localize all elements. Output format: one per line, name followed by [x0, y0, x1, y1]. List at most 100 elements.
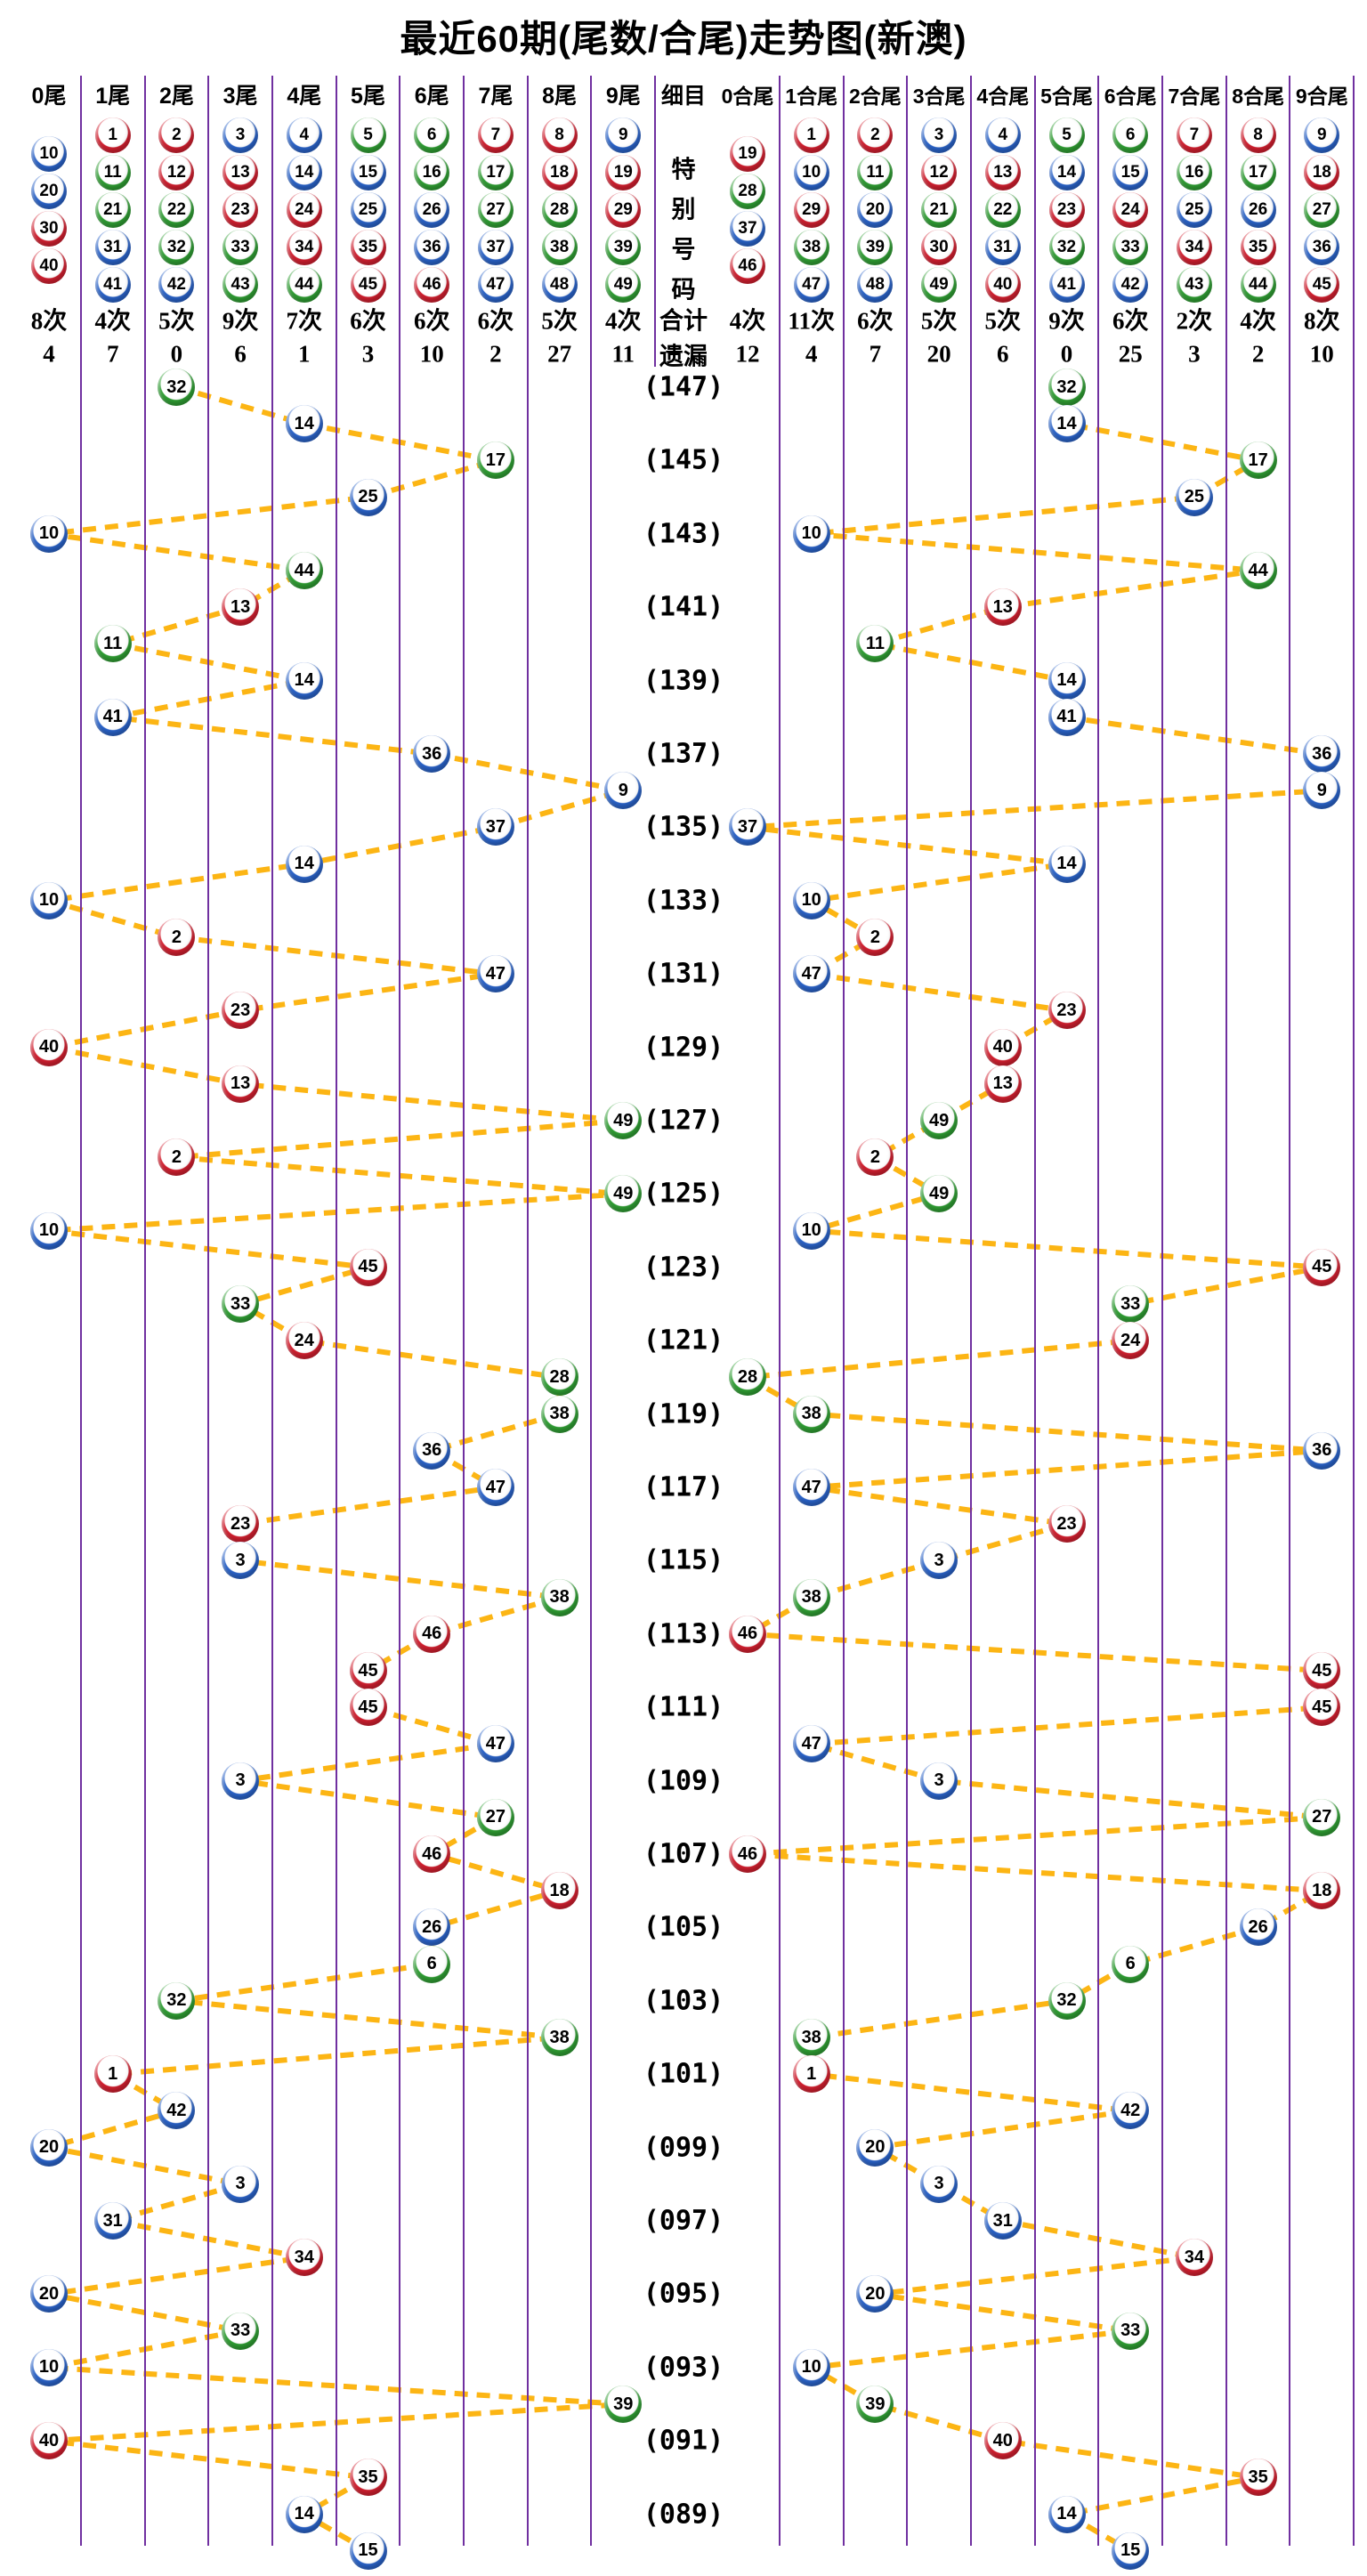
- legend-ball: 40: [984, 267, 1021, 303]
- chart-ball: 49: [604, 1175, 643, 1213]
- chart-ball: 24: [1112, 1322, 1150, 1360]
- legend-ball: 32: [1048, 230, 1085, 265]
- special-number-label-char: 号: [671, 236, 696, 263]
- legend-ball: 44: [1240, 267, 1276, 303]
- total-count-right: 5次: [920, 307, 958, 335]
- legend-ball: 2: [158, 117, 195, 153]
- period-label: (111): [643, 1691, 724, 1723]
- legend-ball: 39: [605, 230, 642, 265]
- period-label: (137): [643, 738, 724, 770]
- miss-count-left: 0: [170, 340, 183, 368]
- legend-ball: 19: [730, 136, 765, 172]
- period-label: (133): [643, 885, 724, 917]
- chart-ball: 13: [222, 1065, 260, 1103]
- period-label: (119): [643, 1398, 724, 1430]
- chart-ball: 37: [476, 808, 514, 847]
- chart-ball: 45: [349, 1652, 387, 1689]
- chart-ball: 2: [158, 919, 196, 956]
- legend-ball: 4: [984, 117, 1021, 153]
- chart-ball: 35: [349, 2459, 387, 2497]
- period-label: (129): [643, 1032, 724, 1064]
- legend-ball: 21: [921, 192, 958, 228]
- period-label: (113): [643, 1618, 724, 1650]
- miss-count-left: 4: [43, 340, 55, 368]
- chart-ball: 17: [1239, 441, 1277, 480]
- legend-ball: 24: [286, 192, 322, 228]
- total-count-right: 11次: [788, 307, 835, 335]
- chart-ball: 13: [983, 1065, 1022, 1103]
- chart-ball: 3: [222, 1542, 260, 1580]
- chart-ball: 31: [93, 2202, 132, 2240]
- legend-ball: 38: [793, 230, 829, 265]
- miss-count-left: 3: [361, 340, 375, 368]
- legend-ball: 12: [921, 155, 958, 190]
- chart-ball: 13: [983, 588, 1022, 627]
- legend-ball: 12: [158, 155, 195, 190]
- column-header-middle: 细目: [660, 84, 707, 109]
- legend-ball: 5: [1048, 117, 1085, 153]
- legend-ball: 30: [31, 211, 67, 247]
- chart-ball: 38: [540, 2019, 578, 2056]
- legend-ball: 39: [857, 230, 894, 265]
- legend-ball: 17: [1240, 155, 1276, 190]
- column-header-right-9: 9合尾: [1295, 85, 1348, 108]
- period-label: (131): [643, 958, 724, 990]
- legend-ball: 28: [730, 174, 765, 209]
- legend-ball: 27: [477, 192, 514, 228]
- legend-ball: 46: [730, 248, 765, 284]
- column-header-left-5: 5尾: [351, 84, 385, 109]
- legend-ball: 20: [857, 192, 894, 228]
- chart-ball: 2: [158, 1138, 196, 1177]
- miss-count-right: 2: [1251, 340, 1265, 368]
- column-separator-line: [842, 76, 845, 2546]
- legend-ball: 23: [1048, 192, 1085, 228]
- column-header-right-8: 8合尾: [1232, 85, 1284, 108]
- total-count-left: 5次: [541, 307, 578, 335]
- chart-ball: 6: [413, 1945, 451, 1983]
- legend-ball: 5: [350, 117, 386, 153]
- miss-count-right: 12: [735, 340, 760, 368]
- period-label: (143): [643, 518, 724, 550]
- legend-ball: 20: [31, 174, 67, 209]
- chart-ball: 10: [30, 514, 68, 553]
- legend-ball: 6: [1112, 117, 1149, 153]
- legend-ball: 11: [94, 155, 131, 190]
- column-separator-line: [778, 76, 781, 2546]
- chart-ball: 33: [1112, 2312, 1150, 2350]
- chart-ball: 45: [1303, 1689, 1341, 1727]
- chart-ball: 9: [604, 772, 643, 810]
- legend-ball: 7: [1176, 117, 1212, 153]
- chart-ball: 10: [30, 881, 68, 919]
- total-count-right: 5次: [984, 307, 1022, 335]
- chart-ball: 18: [1303, 1872, 1341, 1910]
- legend-ball: 2: [857, 117, 894, 153]
- legend-ball: 42: [1112, 267, 1149, 303]
- totals-label: 合计: [659, 307, 708, 335]
- legend-ball: 45: [350, 267, 386, 303]
- column-header-left-4: 4尾: [287, 84, 322, 109]
- chart-ball: 32: [1047, 369, 1086, 406]
- chart-ball: 36: [1303, 735, 1341, 773]
- legend-ball: 11: [857, 155, 894, 190]
- chart-ball: 10: [30, 1211, 68, 1250]
- period-label: (147): [643, 371, 724, 403]
- chart-ball: 36: [413, 735, 451, 773]
- chart-ball: 47: [792, 1725, 830, 1763]
- chart-ball: 23: [1047, 1505, 1086, 1543]
- legend-ball: 42: [158, 267, 195, 303]
- legend-ball: 1: [793, 117, 829, 153]
- legend-ball: 15: [350, 155, 386, 190]
- legend-ball: 15: [1112, 155, 1149, 190]
- chart-ball: 13: [222, 588, 260, 627]
- legend-ball: 49: [921, 267, 958, 303]
- column-separator-line: [1353, 76, 1355, 2546]
- chart-ball: 6: [1112, 1945, 1150, 1983]
- chart-ball: 15: [349, 2531, 387, 2570]
- chart-ball: 47: [476, 1469, 514, 1506]
- period-label: (139): [643, 665, 724, 697]
- miss-label: 遗漏: [659, 343, 708, 370]
- period-label: (127): [643, 1105, 724, 1137]
- special-number-label-char: 码: [671, 276, 696, 304]
- period-label: (117): [643, 1471, 724, 1503]
